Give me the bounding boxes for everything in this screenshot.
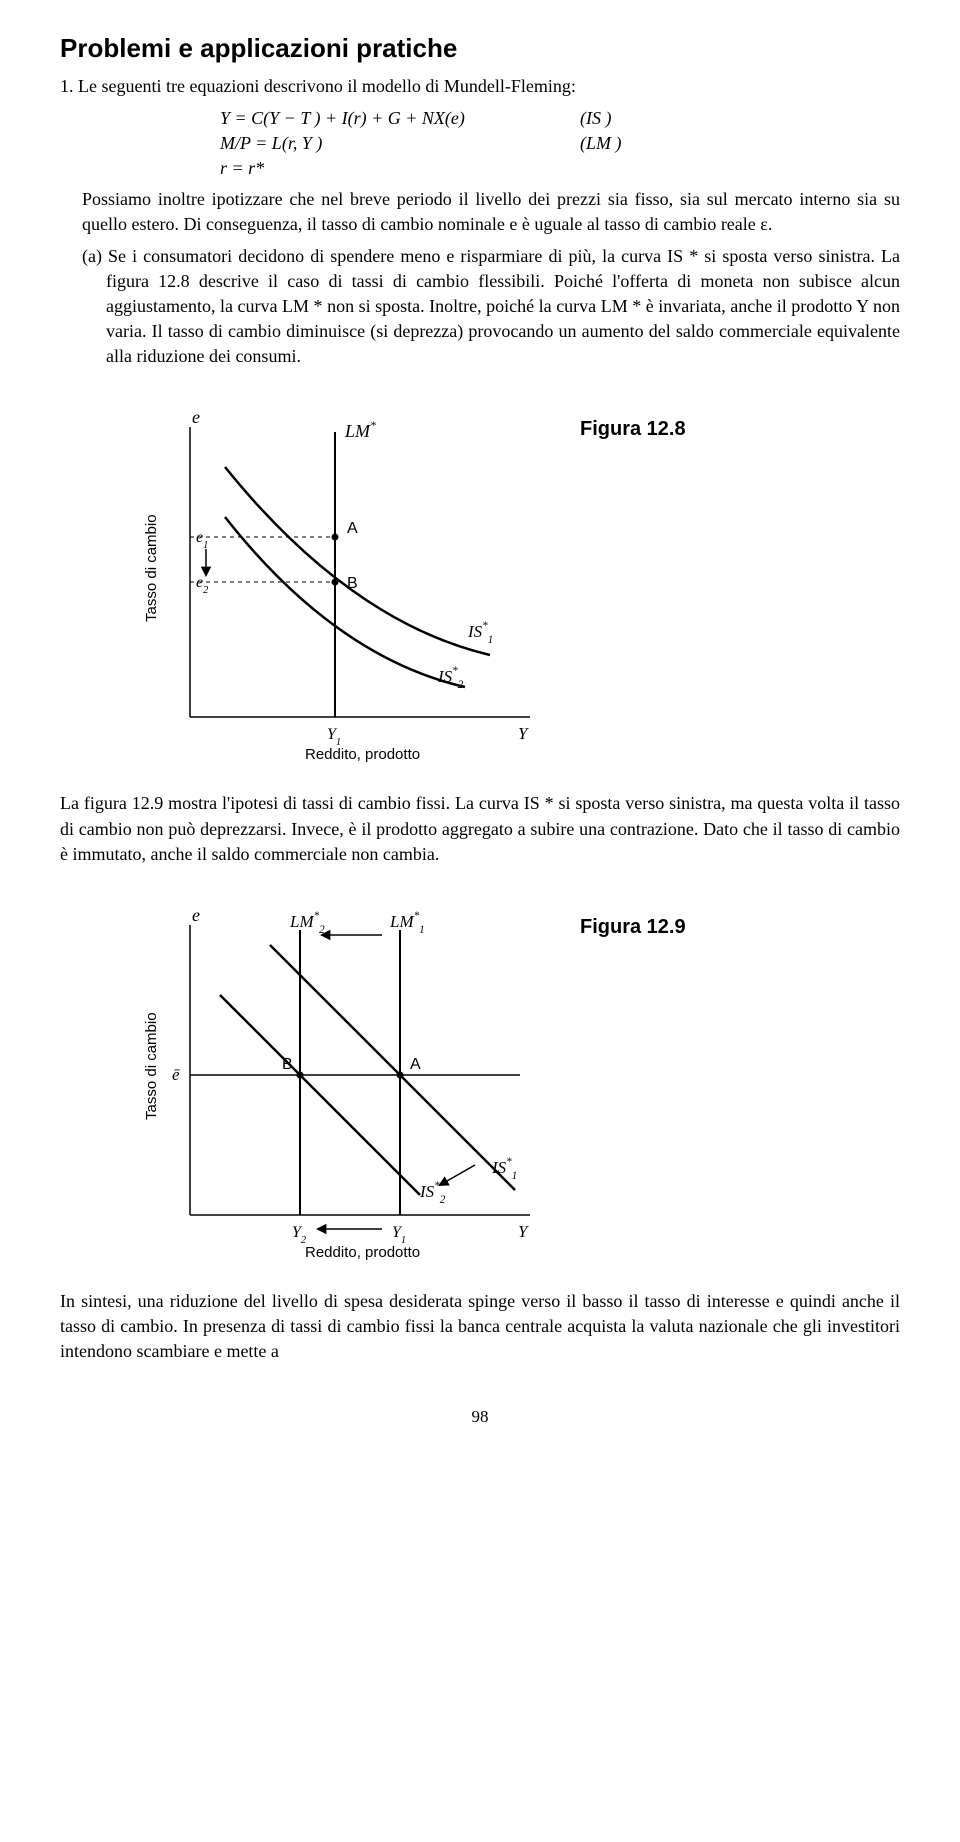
paragraph-3: In sintesi, una riduzione del livello di… <box>60 1289 900 1365</box>
svg-text:Y: Y <box>518 724 529 743</box>
svg-text:e2: e2 <box>196 574 208 596</box>
section-heading: Problemi e applicazioni pratiche <box>60 30 900 66</box>
svg-text:ē: ē <box>172 1065 180 1084</box>
svg-text:Y1: Y1 <box>392 1224 406 1246</box>
paragraph-1: Possiamo inoltre ipotizzare che nel brev… <box>60 187 900 237</box>
svg-text:LM*2: LM*2 <box>289 910 325 936</box>
svg-text:Y1: Y1 <box>327 726 341 748</box>
intro-paragraph: 1. Le seguenti tre equazioni descrivono … <box>60 74 900 99</box>
eq-lm: M/P = L(r, Y ) <box>220 131 580 156</box>
svg-text:LM*: LM* <box>344 419 376 441</box>
svg-text:Reddito, prodotto: Reddito, prodotto <box>305 1244 420 1261</box>
svg-text:e1: e1 <box>196 529 208 551</box>
svg-text:Tasso di cambio: Tasso di cambio <box>143 1012 160 1120</box>
figure-12-8: e LM* e1 e2 A B IS*1IS*2 Y1 Y Reddito, prodotto Ta… <box>120 387 900 767</box>
figure-12-9: eLM*2LM*1ēABIS*1IS*2Y2Y1YReddito, prodo… <box>120 885 900 1265</box>
svg-text:Reddito, prodotto: Reddito, prodotto <box>305 746 420 763</box>
svg-text:e: e <box>192 407 200 427</box>
svg-text:IS*1: IS*1 <box>467 620 493 646</box>
eq-lm-tag: (LM ) <box>580 131 660 156</box>
figure-12-8-caption: Figura 12.8 <box>580 415 686 443</box>
figure-12-8-svg: e LM* e1 e2 A B IS*1IS*2 Y1 Y Reddito, prodotto Ta… <box>120 387 550 767</box>
equation-block: Y = C(Y − T ) + I(r) + G + NX(e) (IS ) M… <box>220 106 900 182</box>
svg-text:IS*2: IS*2 <box>437 665 464 691</box>
eq-is-tag: (IS ) <box>580 106 660 131</box>
svg-text:Tasso di cambio: Tasso di cambio <box>143 515 160 623</box>
svg-text:Y: Y <box>518 1222 529 1241</box>
figure-12-9-caption: Figura 12.9 <box>580 913 686 941</box>
svg-text:A: A <box>347 520 358 537</box>
svg-text:B: B <box>347 575 358 592</box>
item-a: (a) Se i consumatori decidono di spender… <box>60 244 900 370</box>
svg-text:e: e <box>192 905 200 925</box>
figure-12-9-svg: eLM*2LM*1ēABIS*1IS*2Y2Y1YReddito, prodo… <box>120 885 550 1265</box>
svg-text:B: B <box>282 1056 293 1073</box>
svg-text:LM*1: LM*1 <box>389 910 425 936</box>
page-number: 98 <box>60 1405 900 1429</box>
eq-r: r = r* <box>220 156 580 181</box>
svg-text:A: A <box>410 1056 421 1073</box>
paragraph-2: La figura 12.9 mostra l'ipotesi di tassi… <box>60 791 900 867</box>
eq-is: Y = C(Y − T ) + I(r) + G + NX(e) <box>220 106 580 131</box>
svg-text:Y2: Y2 <box>292 1224 306 1246</box>
